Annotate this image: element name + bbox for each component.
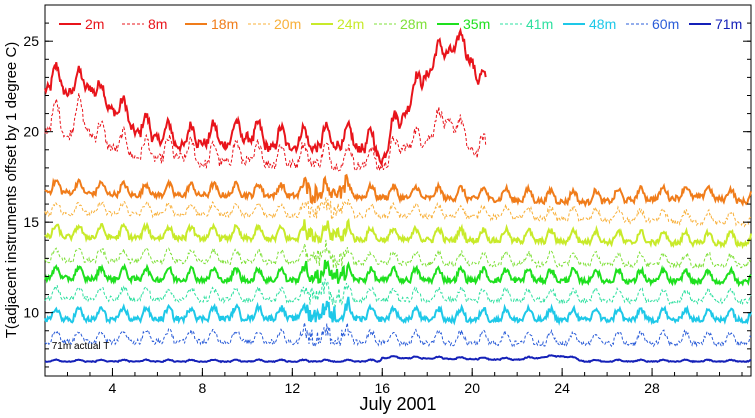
series-line-24m [44, 217, 752, 250]
series-line-60m [44, 322, 752, 349]
y-tick-label: 20 [23, 124, 39, 140]
legend-label-60m: 60m [652, 16, 679, 32]
x-tick-label: 8 [198, 380, 206, 396]
series-line-18m [44, 173, 752, 208]
annotation-71m-actual-t: 71m actual T [52, 341, 110, 352]
legend-label-35m: 35m [463, 16, 490, 32]
legend-label-20m: 20m [274, 16, 301, 32]
series-line-20m [44, 197, 752, 228]
legend-label-28m: 28m [400, 16, 427, 32]
legend-label-2m: 2m [85, 16, 104, 32]
x-tick-label: 16 [374, 380, 390, 396]
series-layer [44, 27, 752, 364]
x-tick-label: 24 [554, 380, 570, 396]
y-tick-label: 10 [23, 305, 39, 321]
ticks-layer: 4 8 12 16 20 24 28 10 15 20 25 [23, 4, 751, 396]
legend: 2m 8m 18m 20m 24m 28m 35m 41m 48m 60m 71m [59, 16, 742, 32]
series-line-28m [44, 239, 752, 269]
legend-label-48m: 48m [589, 16, 616, 32]
x-tick-label: 12 [285, 380, 301, 396]
series-line-48m [44, 296, 752, 327]
series-line-41m [44, 278, 752, 308]
series-line-8m [44, 92, 487, 172]
legend-label-18m: 18m [211, 16, 238, 32]
legend-label-41m: 41m [526, 16, 553, 32]
x-axis-title: July 2001 [359, 394, 436, 414]
legend-label-24m: 24m [337, 16, 364, 32]
x-tick-label: 20 [464, 380, 480, 396]
x-tick-label: 28 [644, 380, 660, 396]
y-tick-label: 25 [23, 33, 39, 49]
y-tick-label: 15 [23, 214, 39, 230]
x-tick-label: 4 [109, 380, 117, 396]
series-line-35m [44, 259, 752, 288]
y-axis-title: T(adjacent instruments offset by 1 degre… [3, 42, 20, 339]
series-line-71m [44, 354, 752, 364]
legend-label-71m: 71m [715, 16, 742, 32]
legend-label-8m: 8m [148, 16, 167, 32]
series-line-2m [44, 27, 487, 168]
